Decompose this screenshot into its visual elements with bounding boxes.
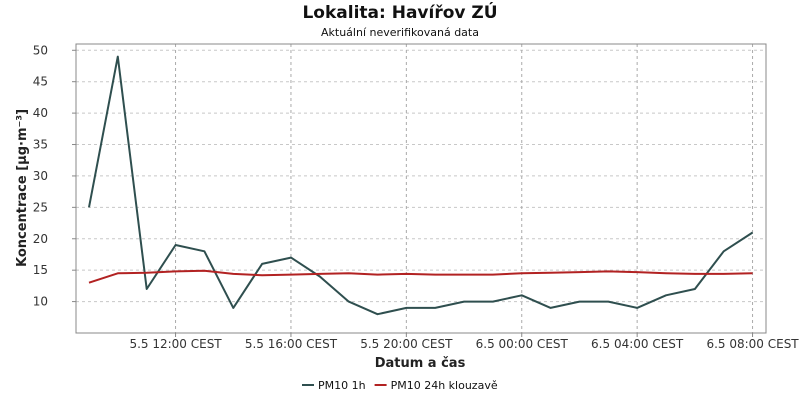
x-tick-label: 5.5 20:00 CEST bbox=[360, 337, 453, 351]
x-tick-label: 6.5 00:00 CEST bbox=[476, 337, 569, 351]
y-tick-label: 20 bbox=[33, 232, 48, 246]
plot-area bbox=[75, 43, 767, 334]
y-tick-label: 40 bbox=[33, 106, 48, 120]
y-tick-label: 45 bbox=[33, 75, 48, 89]
y-axis-ticks: 10 15 20 25 30 35 40 45 50 bbox=[33, 43, 76, 309]
legend-label: PM10 1h bbox=[318, 379, 366, 392]
y-tick-label: 30 bbox=[33, 169, 48, 183]
grid bbox=[76, 44, 766, 333]
series-line-2 bbox=[88, 269, 753, 284]
legend: PM10 1h PM10 24h klouzavě bbox=[302, 379, 498, 392]
x-tick-label: 6.5 04:00 CEST bbox=[591, 337, 684, 351]
series-line-1 bbox=[88, 55, 754, 316]
chart-subtitle: Aktuální neverifikovaná data bbox=[321, 26, 479, 39]
y-tick-label: 10 bbox=[33, 295, 48, 309]
series bbox=[88, 55, 754, 316]
x-tick-label: 6.5 08:00 CEST bbox=[706, 337, 799, 351]
x-axis-ticks: 5.5 12:00 CEST 5.5 16:00 CEST 5.5 20:00 CE… bbox=[129, 333, 799, 351]
y-tick-label: 25 bbox=[33, 200, 48, 214]
y-tick-label: 50 bbox=[33, 43, 48, 57]
y-axis-label: Koncentrace [µg·m⁻³] bbox=[15, 109, 30, 267]
y-tick-label: 35 bbox=[33, 138, 48, 152]
chart-title: Lokalita: Havířov ZÚ bbox=[302, 1, 497, 23]
x-axis-label: Datum a čas bbox=[375, 356, 466, 371]
legend-label: PM10 24h klouzavě bbox=[391, 379, 498, 392]
x-tick-label: 5.5 12:00 CEST bbox=[129, 337, 222, 351]
x-tick-label: 5.5 16:00 CEST bbox=[245, 337, 338, 351]
y-tick-label: 15 bbox=[33, 263, 48, 277]
